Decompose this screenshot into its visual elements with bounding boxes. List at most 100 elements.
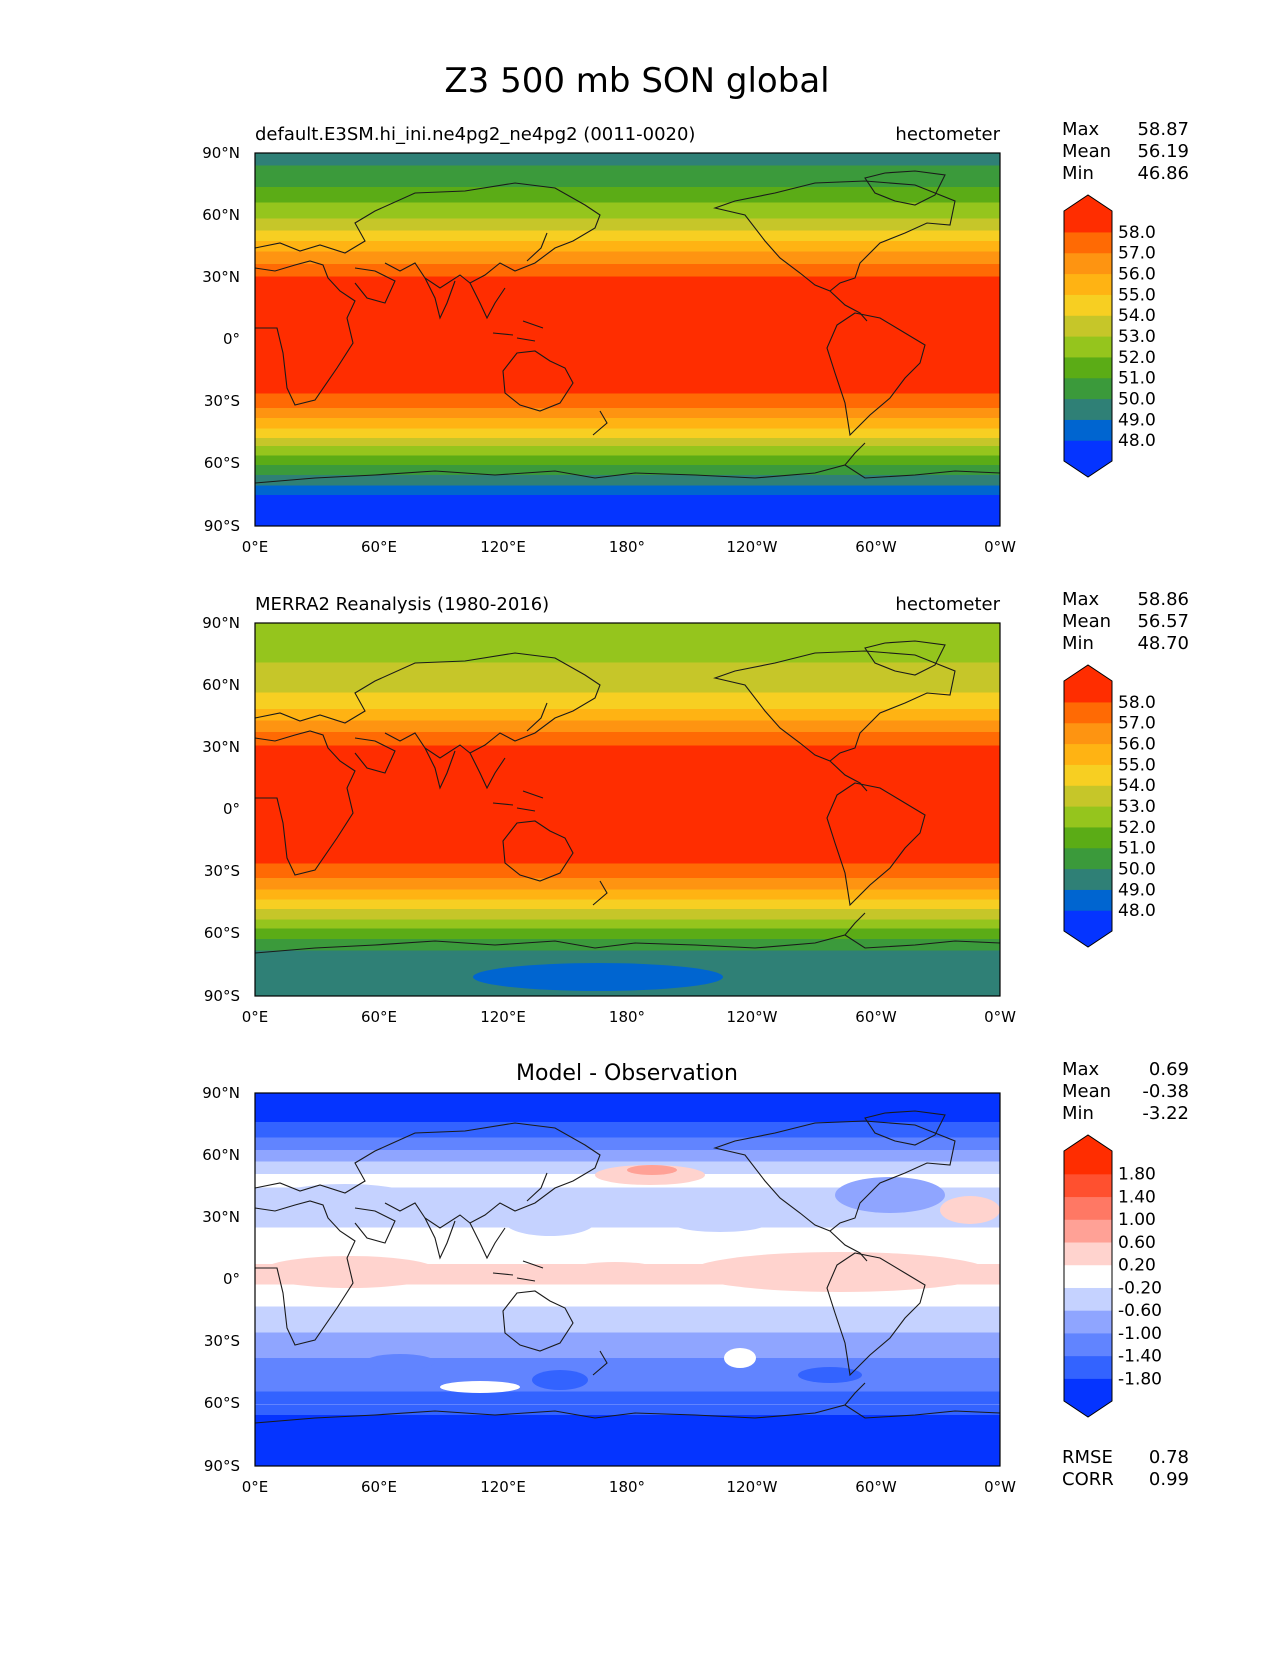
diff-colorbar-segment [1064, 1241, 1112, 1266]
diff-colorbar-segment [1064, 1355, 1112, 1379]
stat-label: Max [1062, 589, 1100, 610]
test-colorbar-tick-label: 51.0 [1118, 369, 1156, 389]
diff-patch-positive [940, 1196, 1000, 1224]
diff-colorbar-segment [1064, 1332, 1112, 1357]
ref-colorbar-segment [1064, 701, 1112, 724]
test-colorbar-segment [1064, 231, 1112, 254]
diff-colorbar-segment [1064, 1264, 1112, 1288]
stat-label: Max [1062, 1059, 1100, 1080]
africa-coastline [254, 730, 356, 876]
y-tick-label: 0° [223, 800, 240, 818]
ref-colorbar-segment [1064, 889, 1112, 911]
south-america-coastline [826, 1252, 926, 1377]
diff-colorbar-segment [1064, 1310, 1112, 1334]
diff-colorbar-segment [1064, 1287, 1112, 1311]
south-america-coastline [826, 312, 926, 437]
y-tick-label: 30°S [204, 1332, 240, 1350]
stat-label: Min [1062, 633, 1094, 654]
stat-value: 0.69 [1149, 1059, 1189, 1080]
panel-ref-title-left: MERRA2 Reanalysis (1980-2016) [255, 594, 549, 615]
panel-ref-x-axis: 0°E 60°E 120°E 180° 120°W 60°W 0°W [242, 1008, 1016, 1026]
test-colorbar-tick-label: 57.0 [1118, 244, 1156, 264]
diff-colorbar-upper-extension [1064, 1135, 1112, 1151]
indonesia [492, 1260, 544, 1282]
stat-label: Mean [1062, 141, 1111, 162]
diff-patch-negative [365, 1354, 435, 1370]
panel-ref-map [254, 622, 1001, 997]
x-tick-label: 0°E [242, 1008, 269, 1026]
y-tick-label: 30°S [204, 392, 240, 410]
ref-colorbar-segment [1064, 722, 1112, 745]
y-tick-label: 60°S [204, 1394, 240, 1412]
diff-patch-positive [595, 1165, 705, 1185]
y-tick-label: 0° [223, 330, 240, 348]
x-tick-label: 120°W [727, 1478, 778, 1496]
panel-ref-frame [254, 622, 1001, 997]
stat-value: -0.38 [1142, 1081, 1189, 1102]
panel-diff-title: Model - Observation [516, 1061, 738, 1086]
x-tick-label: 0°W [984, 538, 1016, 556]
ref-colorbar-segment [1064, 868, 1112, 890]
ref-colorbar-outline [1063, 664, 1113, 948]
stat-value: 48.70 [1137, 633, 1189, 654]
test-colorbar-segment [1064, 419, 1112, 441]
south-america-coastline [826, 782, 926, 907]
test-colorbar-segment [1064, 252, 1112, 275]
x-tick-label: 0°W [984, 1008, 1016, 1026]
diff-colorbar-tick-label: -1.40 [1118, 1347, 1162, 1367]
x-tick-label: 180° [609, 1008, 645, 1026]
x-tick-label: 60°W [855, 1478, 897, 1496]
corr-value: 0.99 [1149, 1469, 1189, 1490]
diff-colorbar-tick-label: 0.20 [1118, 1256, 1156, 1276]
diff-colorbar-lower-extension [1064, 1401, 1112, 1417]
diff-colorbar-tick-label: 1.00 [1118, 1210, 1156, 1230]
test-colorbar-segment [1064, 440, 1112, 462]
ref-colorbar-tick-label: 53.0 [1118, 797, 1156, 817]
test-colorbar-segment [1064, 336, 1112, 358]
panel-diff-stats: Max 0.69 Mean -0.38 Min -3.22 [1062, 1059, 1189, 1124]
x-tick-label: 120°E [480, 1478, 526, 1496]
central-america [829, 290, 868, 322]
panel-ref-colorbar: 58.057.056.055.054.053.052.051.050.049.0… [1063, 664, 1156, 948]
central-america [829, 760, 868, 792]
panel-test-y-axis: 90°N 60°N 30°N 0° 30°S 60°S 90°S [202, 144, 240, 535]
y-tick-label: 60°S [204, 454, 240, 472]
diff-patch-negative [798, 1367, 862, 1383]
japan [526, 232, 548, 262]
diff-colorbar-segment [1064, 1173, 1112, 1198]
x-tick-label: 180° [609, 1478, 645, 1496]
panel-ref-y-axis: 90°N 60°N 30°N 0° 30°S 60°S 90°S [202, 614, 240, 1005]
panel-diff-x-axis: 0°E 60°E 120°E 180° 120°W 60°W 0°W [242, 1478, 1016, 1496]
stat-value: 46.86 [1137, 163, 1189, 184]
antarctica-coastline [254, 934, 1001, 954]
panel-ref: MERRA2 Reanalysis (1980-2016) hectometer [202, 589, 1189, 1026]
x-tick-label: 180° [609, 538, 645, 556]
y-tick-label: 90°S [204, 1457, 240, 1475]
diff-patch-negative [505, 1208, 595, 1236]
ref-colorbar-tick-label: 51.0 [1118, 839, 1156, 859]
australia [502, 1290, 574, 1352]
panel-test: default.E3SM.hi_ini.ne4pg2_ne4pg2 (0011-… [202, 119, 1189, 556]
x-tick-label: 120°W [727, 538, 778, 556]
north-america-coastline [713, 650, 956, 762]
stat-label: Min [1062, 163, 1094, 184]
panel-test-frame [254, 152, 1001, 527]
diff-patch-positive [627, 1165, 677, 1175]
y-tick-label: 30°N [202, 1208, 240, 1226]
diff-patch-white [440, 1381, 520, 1393]
diff-colorbar-tick-label: 1.80 [1118, 1165, 1156, 1185]
test-colorbar-segment [1064, 398, 1112, 420]
panel-test-title-left: default.E3SM.hi_ini.ne4pg2_ne4pg2 (0011-… [255, 124, 695, 145]
test-colorbar-tick-label: 50.0 [1118, 390, 1156, 410]
x-tick-label: 60°E [361, 1478, 397, 1496]
stat-label: Mean [1062, 1081, 1111, 1102]
test-colorbar-segment [1064, 211, 1112, 233]
y-tick-label: 30°N [202, 268, 240, 286]
x-tick-label: 120°E [480, 538, 526, 556]
ref-colorbar-tick-label: 50.0 [1118, 860, 1156, 880]
y-tick-label: 0° [223, 1270, 240, 1288]
arabia [354, 1207, 396, 1244]
new-zealand [592, 880, 608, 906]
stat-value: 56.19 [1137, 141, 1189, 162]
test-colorbar-lower-extension [1064, 461, 1112, 477]
